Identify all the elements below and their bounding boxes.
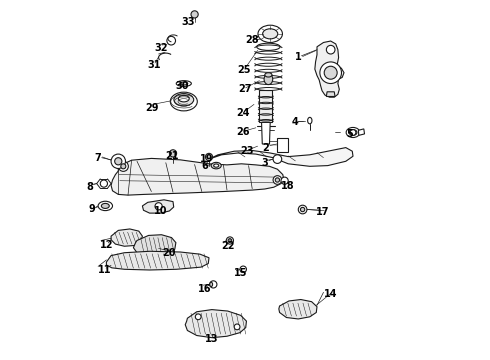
Polygon shape	[277, 138, 288, 152]
Text: 3: 3	[261, 158, 268, 168]
Ellipse shape	[98, 201, 113, 211]
Circle shape	[275, 178, 280, 182]
Text: 30: 30	[175, 81, 189, 91]
Circle shape	[300, 207, 305, 212]
Circle shape	[205, 153, 213, 161]
Text: 2: 2	[262, 143, 269, 153]
Polygon shape	[279, 300, 317, 319]
Ellipse shape	[349, 130, 357, 135]
Text: 7: 7	[95, 153, 101, 163]
Circle shape	[240, 266, 246, 273]
Circle shape	[167, 36, 175, 45]
Circle shape	[226, 237, 233, 244]
Polygon shape	[185, 310, 246, 338]
Text: 26: 26	[236, 127, 250, 138]
Text: 5: 5	[346, 129, 352, 139]
Text: 13: 13	[205, 334, 218, 344]
Text: 22: 22	[221, 241, 235, 251]
Text: 11: 11	[98, 265, 112, 275]
Polygon shape	[111, 158, 284, 195]
Text: 1: 1	[294, 52, 301, 62]
Text: 29: 29	[145, 103, 158, 113]
Polygon shape	[262, 122, 270, 144]
Polygon shape	[106, 251, 209, 270]
Polygon shape	[209, 148, 353, 166]
Ellipse shape	[178, 95, 189, 102]
Text: 17: 17	[316, 207, 330, 217]
Circle shape	[115, 158, 122, 165]
Ellipse shape	[346, 127, 360, 138]
Ellipse shape	[171, 92, 197, 111]
Ellipse shape	[101, 203, 109, 208]
Circle shape	[320, 62, 342, 84]
Ellipse shape	[174, 94, 194, 106]
Text: 10: 10	[154, 206, 168, 216]
Polygon shape	[315, 41, 344, 97]
Polygon shape	[358, 129, 365, 135]
Text: 19: 19	[199, 154, 213, 164]
Text: 9: 9	[88, 204, 95, 214]
Circle shape	[155, 203, 162, 210]
Text: 25: 25	[237, 65, 250, 75]
Circle shape	[281, 177, 288, 184]
Text: 8: 8	[87, 182, 94, 192]
Text: 33: 33	[181, 17, 195, 27]
Text: 14: 14	[324, 289, 338, 300]
Text: 4: 4	[292, 117, 298, 127]
Text: 32: 32	[154, 42, 168, 53]
Circle shape	[298, 205, 307, 214]
Text: 31: 31	[147, 60, 161, 70]
Circle shape	[326, 45, 335, 54]
Circle shape	[170, 150, 176, 157]
Circle shape	[100, 180, 107, 187]
Polygon shape	[133, 235, 176, 256]
Ellipse shape	[264, 74, 273, 85]
Ellipse shape	[211, 162, 221, 169]
Text: 23: 23	[241, 146, 254, 156]
Text: 21: 21	[165, 151, 178, 161]
Text: 12: 12	[100, 240, 114, 250]
Ellipse shape	[257, 43, 280, 50]
Circle shape	[191, 11, 198, 18]
Text: 24: 24	[236, 108, 250, 118]
Text: 6: 6	[201, 161, 208, 171]
Circle shape	[121, 164, 126, 169]
Circle shape	[324, 66, 337, 79]
Ellipse shape	[265, 73, 272, 77]
Ellipse shape	[214, 164, 219, 167]
Circle shape	[111, 154, 125, 168]
Ellipse shape	[308, 117, 312, 124]
Circle shape	[228, 239, 232, 242]
Ellipse shape	[180, 82, 188, 85]
Circle shape	[273, 155, 282, 163]
Circle shape	[350, 130, 356, 135]
Text: 28: 28	[245, 35, 259, 45]
Text: 18: 18	[281, 181, 294, 191]
Ellipse shape	[210, 282, 213, 287]
Circle shape	[196, 314, 201, 320]
Ellipse shape	[263, 29, 278, 39]
Polygon shape	[326, 92, 335, 96]
Text: 20: 20	[162, 248, 176, 258]
Text: 15: 15	[233, 268, 247, 278]
Polygon shape	[143, 200, 174, 213]
Circle shape	[210, 281, 217, 288]
Text: 16: 16	[198, 284, 212, 294]
Text: 27: 27	[238, 84, 251, 94]
Polygon shape	[111, 229, 143, 246]
Circle shape	[273, 176, 282, 184]
Polygon shape	[259, 90, 272, 122]
Circle shape	[234, 324, 240, 330]
Ellipse shape	[176, 81, 192, 86]
Circle shape	[118, 161, 128, 171]
Ellipse shape	[258, 25, 282, 42]
